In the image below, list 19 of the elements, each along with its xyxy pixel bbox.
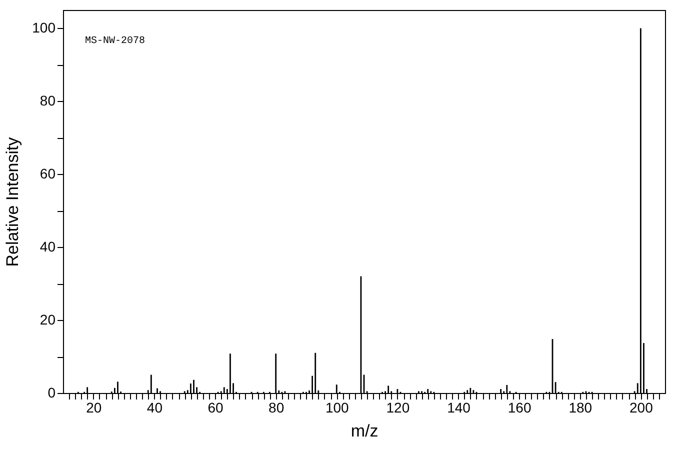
x-tick-label: 40 <box>146 400 163 416</box>
x-tick-label: 160 <box>508 400 532 416</box>
x-tick-label: 60 <box>208 400 224 416</box>
y-tick-label: 0 <box>48 384 56 400</box>
x-tick-label: 80 <box>268 400 284 416</box>
y-tick-label: 100 <box>32 20 56 36</box>
x-tick-label: 120 <box>386 400 410 416</box>
x-tick-label: 200 <box>629 400 654 416</box>
x-axis-title: m/z <box>350 422 378 440</box>
y-tick-label: 40 <box>40 238 56 255</box>
x-tick-label: 180 <box>568 400 592 416</box>
x-tick-label: 100 <box>325 400 350 416</box>
y-axis-title: Relative Intensity <box>3 136 22 267</box>
x-tick-label: 20 <box>86 400 102 416</box>
y-tick-label: 60 <box>40 166 56 182</box>
y-tick-label: 80 <box>40 92 56 109</box>
x-tick-label: 140 <box>447 400 471 416</box>
y-tick-label: 20 <box>40 312 56 328</box>
annotation: MS-NW-2078 <box>85 36 146 47</box>
